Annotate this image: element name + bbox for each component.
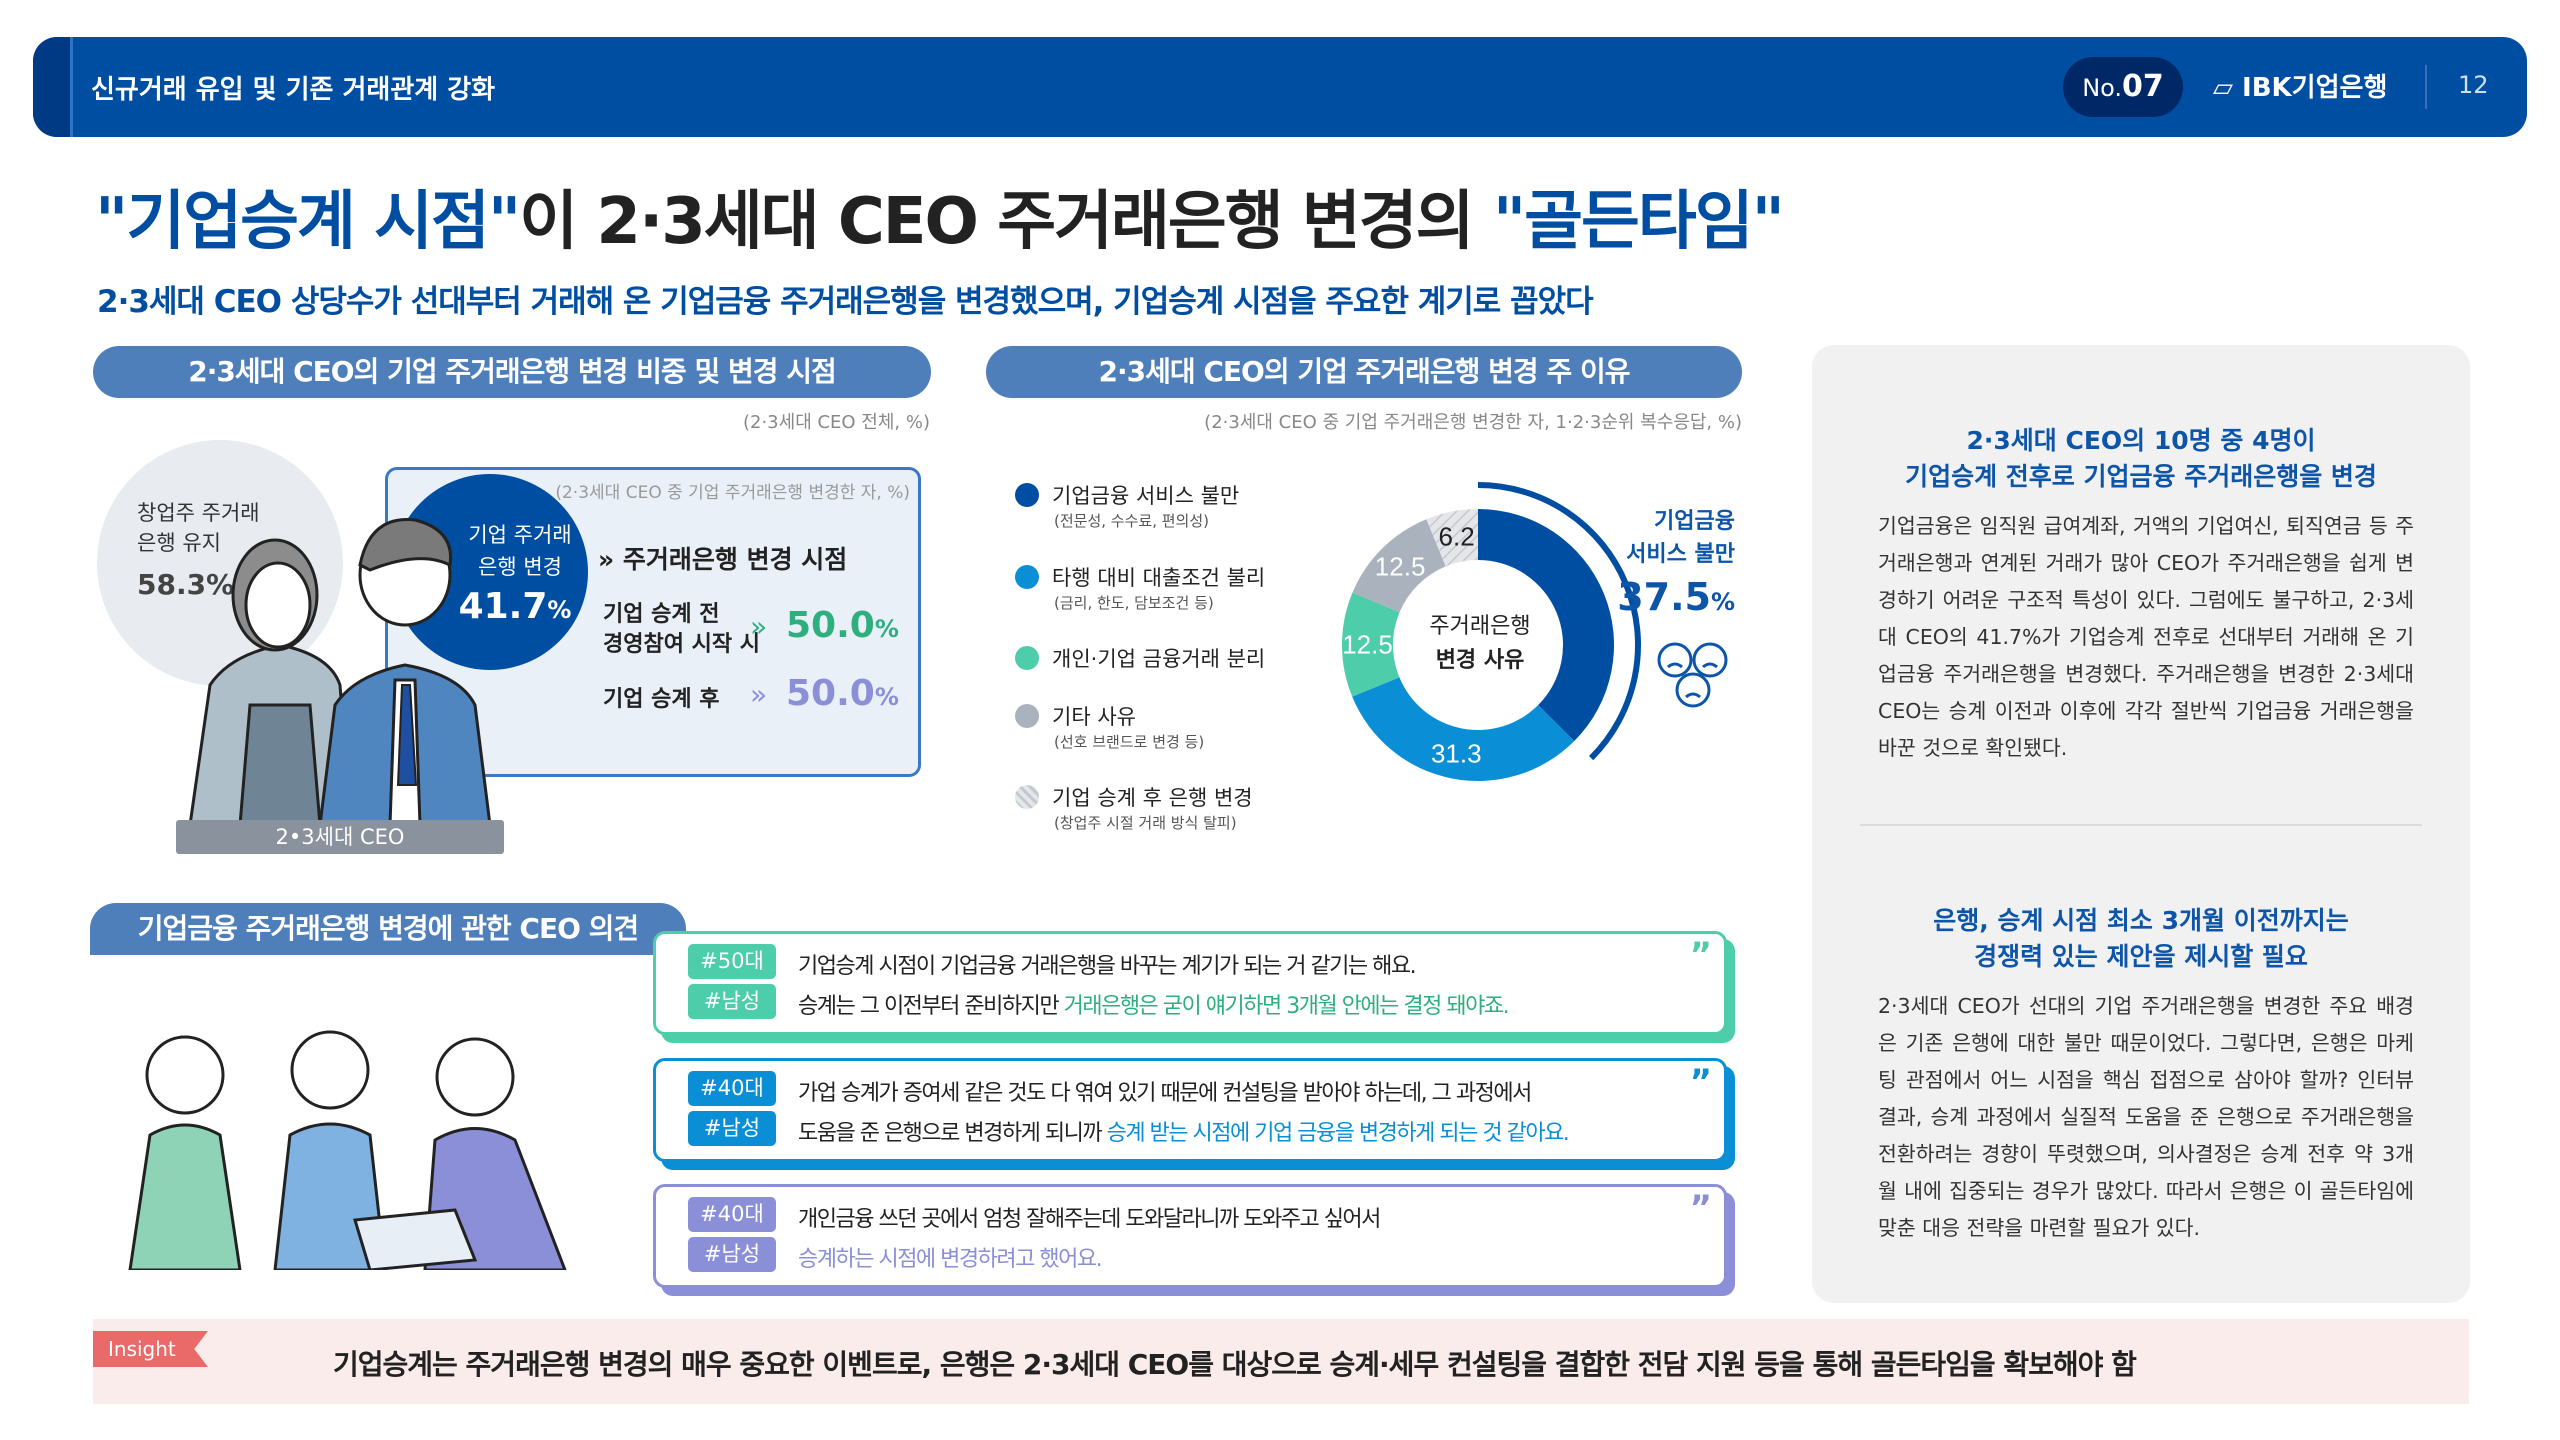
page-title: "기업승계 시점"이 2·3세대 CEO 주거래은행 변경의 "골든타임" — [95, 170, 1785, 262]
insight-banner: Insight 기업승계는 주거래은행 변경의 매우 중요한 이벤트로, 은행은… — [93, 1319, 2469, 1404]
donut-segment — [1352, 677, 1575, 781]
legend-swatch — [1015, 646, 1039, 670]
quote-mark-icon: ” — [1689, 1188, 1712, 1228]
timing-after-value: 50.0% — [786, 673, 899, 714]
title-part3: "골든타임" — [1492, 185, 1785, 259]
legend-sublabel: (금리, 한도, 담보조건 등) — [1054, 594, 1214, 612]
timing-before-value: 50.0% — [786, 605, 899, 646]
panel-body-2: 2·3세대 CEO가 선대의 기업 주거래은행을 변경한 주요 배경은 기존 은… — [1878, 994, 2414, 1240]
donut-segment — [1426, 509, 1478, 567]
keep-value: 58.3% — [137, 568, 235, 601]
opinion-card: #40대 #남성 가업 승계가 증여세 같은 것도 다 엮여 있기 때문에 컨설… — [653, 1058, 1727, 1162]
age-tag: #40대 — [688, 1197, 776, 1232]
timing-after-label: 기업 승계 후 — [603, 687, 720, 712]
divider — [2425, 65, 2427, 109]
gender-tag: #남성 — [688, 984, 776, 1019]
issue-badge: No.07 — [2063, 57, 2183, 117]
donut-segment — [1342, 592, 1400, 697]
age-tag: #40대 — [688, 1071, 776, 1106]
legend-label: 기타 사유 — [1052, 705, 1136, 729]
quote-mark-icon: ” — [1689, 1062, 1712, 1102]
header-accent — [33, 37, 73, 137]
legend-label: 기업 승계 후 은행 변경 — [1052, 786, 1253, 810]
timing-before-label: 기업 승계 전 경영참여 시작 시 — [603, 602, 760, 657]
legend-label: 개인·기업 금융거래 분리 — [1052, 647, 1266, 671]
ibk-logo: ▱ IBK기업은행 — [2213, 67, 2387, 104]
legend-swatch — [1015, 565, 1039, 589]
insight-text: 기업승계는 주거래은행 변경의 매우 중요한 이벤트로, 은행은 2·3세대 C… — [333, 1348, 2137, 1381]
page-number: 12 — [2458, 71, 2489, 99]
keep-label: 창업주 주거래 은행 유지 — [137, 501, 260, 555]
quote-line-1: 개인금융 쓰던 곳에서 엄청 잘해주는데 도와달라니까 도와주고 싶어서 — [798, 1207, 1381, 1232]
gender-tag: #남성 — [688, 1111, 776, 1146]
legend-swatch — [1015, 785, 1039, 809]
box-note: (2·3세대 CEO 중 기업 주거래은행 변경한 자, %) — [555, 483, 910, 503]
legend-swatch — [1015, 704, 1039, 728]
legend-label: 기업금융 서비스 불만 — [1052, 484, 1240, 508]
callout-label: 기업금융 서비스 불만 — [1626, 509, 1735, 567]
quote-line-2: 승계는 그 이전부터 준비하지만 거래은행은 굳이 얘기하면 3개월 안에는 결… — [798, 994, 1510, 1019]
ceo-label: 2•3세대 CEO — [176, 820, 504, 854]
page-subtitle: 2·3세대 CEO 상당수가 선대부터 거래해 온 기업금융 주거래은행을 변경… — [97, 284, 1594, 320]
summary-panel: 2·3세대 CEO의 10명 중 4명이 기업승계 전후로 기업금융 주거래은행을… — [1812, 345, 2470, 1303]
donut-segment — [1478, 509, 1614, 742]
legend-sublabel: (전문성, 수수료, 편의성) — [1054, 512, 1209, 530]
panel-heading-2: 은행, 승계 시점 최소 3개월 이전까지는 경쟁력 있는 제안을 제시할 필요 — [1933, 906, 2349, 971]
woman-figure — [188, 538, 352, 825]
donut-center-label: 주거래은행 변경 사유 — [1429, 614, 1531, 673]
title-part2: 이 2·3세대 CEO 주거래은행 변경의 — [519, 185, 1493, 259]
logo-icon: ▱ — [2213, 73, 2243, 103]
section2-note: (2·3세대 CEO 중 기업 주거래은행 변경한 자, 1·2·3순위 복수응… — [1204, 412, 1742, 433]
section1-note: (2·3세대 CEO 전체, %) — [742, 412, 930, 433]
panel-heading-1: 2·3세대 CEO의 10명 중 4명이 기업승계 전후로 기업금융 주거래은행을… — [1905, 426, 2377, 491]
opinions-heading: 기업금융 주거래은행 변경에 관한 CEO 의견 — [90, 903, 686, 955]
quote-line-1: 가업 승계가 증여세 같은 것도 다 엮여 있기 때문에 컨설팅을 받아야 하는… — [798, 1081, 1532, 1106]
quote-line-1: 기업승계 시점이 기업금융 거래은행을 바꾸는 계기가 되는 거 같기는 해요. — [798, 954, 1417, 979]
age-tag: #50대 — [688, 944, 776, 979]
opinion-card: #40대 #남성 개인금융 쓰던 곳에서 엄청 잘해주는데 도와달라니까 도와주… — [653, 1184, 1727, 1288]
gender-tag: #남성 — [688, 1237, 776, 1272]
section2-heading: 2·3세대 CEO의 기업 주거래은행 변경 주 이유 — [986, 346, 1742, 398]
donut-segment — [1352, 519, 1446, 613]
insight-tag: Insight — [93, 1331, 208, 1367]
logo-text: IBK기업은행 — [2242, 73, 2388, 103]
change-label: 기업 주거래 은행 변경 — [468, 523, 572, 579]
legend-sublabel: (창업주 시절 거래 방식 탈피) — [1054, 814, 1237, 832]
arrow-icon: » — [750, 610, 768, 643]
quote-line-2: 도움을 준 은행으로 변경하게 되니까 승계 받는 시점에 기업 금융을 변경하… — [798, 1121, 1570, 1146]
donut-value-label: 6.2 — [1439, 522, 1475, 552]
issue-number: 07 — [2122, 69, 2164, 104]
timing-heading: » 주거래은행 변경 시점 — [598, 545, 848, 574]
highlight-arc — [1477, 482, 1641, 761]
donut-value-label: 12.5 — [1375, 552, 1426, 582]
opinion-card: #50대 #남성 기업승계 시점이 기업금융 거래은행을 바꾸는 계기가 되는 … — [653, 931, 1727, 1035]
arrow-icon: » — [750, 678, 768, 711]
man-figure — [318, 518, 492, 825]
issue-prefix: No. — [2082, 74, 2123, 102]
donut-value-label: 31.3 — [1431, 738, 1482, 768]
change-value: 41.7% — [458, 586, 572, 627]
legend-label: 타행 대비 대출조건 불리 — [1052, 566, 1266, 590]
sad-faces-icon — [1657, 642, 1728, 708]
legend-swatch — [1015, 483, 1039, 507]
donut-chart: 31.3 12.5 12.5 6.2 — [1342, 482, 1641, 781]
section1-heading: 2·3세대 CEO의 기업 주거래은행 변경 비중 및 변경 시점 — [93, 346, 931, 398]
panel-body-1: 기업금융은 임직원 급여계좌, 거액의 기업여신, 퇴직연금 등 주거래은행과 … — [1878, 514, 2414, 760]
quote-line-2: 승계하는 시점에 변경하려고 했어요. — [798, 1247, 1103, 1272]
ceo-group-illustration — [128, 1030, 567, 1270]
ceo-illustration — [188, 518, 492, 825]
callout-value: 37.5% — [1617, 575, 1735, 619]
panel-divider — [1860, 824, 2422, 826]
donut-value-label: 12.5 — [1342, 630, 1393, 660]
quote-mark-icon: ” — [1689, 935, 1712, 975]
legend-sublabel: (선호 브랜드로 변경 등) — [1054, 733, 1205, 751]
breadcrumb: 신규거래 유입 및 기존 거래관계 강화 — [91, 75, 496, 105]
title-part1: "기업승계 시점" — [95, 185, 521, 259]
header-bar: 신규거래 유입 및 기존 거래관계 강화 No.07 ▱ IBK기업은행 12 — [33, 37, 2527, 137]
